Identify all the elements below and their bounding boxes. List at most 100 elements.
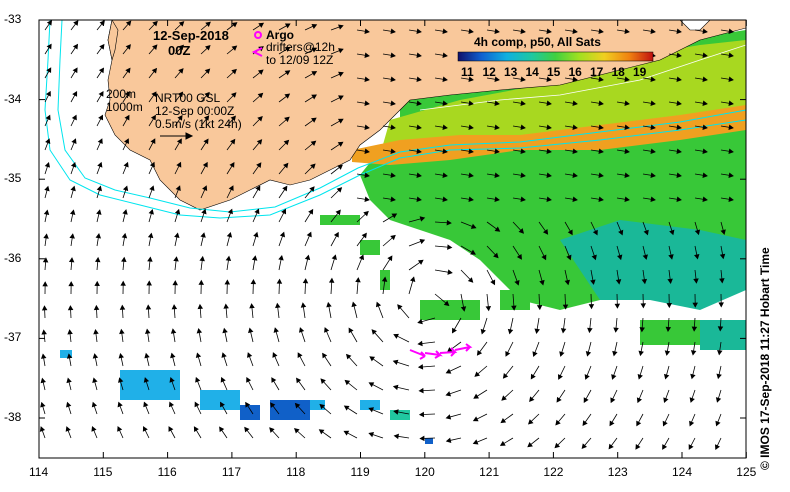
current-arrow-head [72,90,78,97]
current-arrow-head [416,196,422,202]
current-arrow-head [702,28,708,34]
current-arrow-head [258,22,265,28]
current-arrow-head [689,420,695,427]
y-tick-label: -34 [4,91,22,106]
current-arrow-head [123,161,129,168]
current-arrow-head [663,397,669,404]
current-arrow-head [169,377,175,383]
current-arrow-head [381,276,388,282]
current-arrow-head [500,417,507,424]
current-arrow-head [416,52,422,58]
current-arrow-head [643,229,649,236]
current-arrow-head [530,373,536,380]
current-arrow-head [728,76,734,82]
current-arrow-head [662,420,668,427]
current-arrow-head [520,100,526,106]
current-arrow-head [41,305,48,311]
current-arrow-head [125,20,132,27]
current-arrow-head [66,377,72,384]
current-arrow-head [147,256,153,262]
current-arrow-head [445,368,452,374]
current-arrow-head [174,208,181,215]
colorbar-tick-label: 16 [568,65,582,79]
current-arrow-head [608,443,614,450]
current-arrow-head [278,254,284,261]
current-arrow-head [253,231,259,238]
current-arrow-head [320,378,326,384]
current-arrow-head [598,124,604,130]
x-tick-label: 115 [93,465,113,479]
current-arrow-head [124,114,130,121]
current-arrow-head [178,21,185,27]
current-arrow-head [121,256,127,262]
current-arrow-head [343,405,350,411]
current-arrow-head [520,196,526,202]
current-arrow-head [442,28,448,34]
current-arrow-head [225,255,232,262]
current-arrow-head [343,430,350,436]
current-arrow-head [298,327,305,333]
current-arrow-head [572,148,578,154]
argo-marker-icon [254,31,262,39]
current-arrow-head [442,124,448,130]
current-arrow-head [220,376,226,383]
current-arrow-head [572,196,578,202]
x-tick-label: 121 [479,465,500,479]
current-arrow-head [702,124,708,130]
depth-1000-label: 1000m [106,100,143,114]
current-arrow-head [650,196,656,202]
current-arrow-head [665,326,672,333]
current-arrow-head [117,401,123,408]
current-arrow-head [442,52,448,58]
current-arrow-head [276,278,283,284]
current-arrow-head [247,352,253,358]
current-arrow-head [474,371,481,377]
current-arrow-head [66,353,73,359]
current-arrow-head [494,148,500,154]
current-arrow-head [69,233,75,239]
current-arrow-head [338,71,344,77]
current-arrow-head [97,161,103,168]
current-arrow-head [97,138,103,144]
current-arrow-head [636,420,642,427]
colorbar-tick-label: 19 [633,65,647,79]
current-arrow-head [250,279,257,285]
current-arrow-head [702,172,708,178]
current-arrow-head [702,100,708,106]
colorbar-title: 4h comp, p50, All Sats [474,35,601,49]
current-arrow-head [624,28,630,34]
current-arrow-head [728,52,734,58]
current-arrow-head [351,301,357,308]
current-arrow-head [442,148,448,154]
current-arrow-head [145,304,152,310]
current-arrow-head [245,401,251,408]
current-arrow-head [94,256,101,263]
current-arrow-head [142,426,148,432]
current-arrow-head [572,172,578,178]
current-arrow-head [442,172,448,178]
current-arrow-head [499,440,506,446]
current-arrow-head [194,401,200,408]
current-arrow-head [93,328,99,335]
current-arrow-head [41,329,47,335]
current-arrow-head [676,124,682,130]
map-date: 12-Sep-2018 [153,28,229,43]
current-arrow-head [231,68,237,75]
current-arrow-head [582,420,588,426]
current-arrow-head [520,124,526,130]
current-arrow-head [70,161,77,168]
colorbar [457,51,654,62]
current-arrow-head [95,233,102,239]
current-arrow-head [172,280,178,286]
current-arrow-head [467,277,474,283]
current-arrow-head [676,52,682,58]
current-arrow-head [125,44,131,50]
current-arrow-head [310,163,316,169]
current-arrow-head [91,401,98,408]
current-arrow-head [311,23,318,29]
current-arrow-head [494,28,500,34]
current-arrow-head [468,28,474,34]
current-arrow-head [324,327,330,333]
current-arrow-head [416,172,422,178]
current-arrow-head [520,172,526,178]
